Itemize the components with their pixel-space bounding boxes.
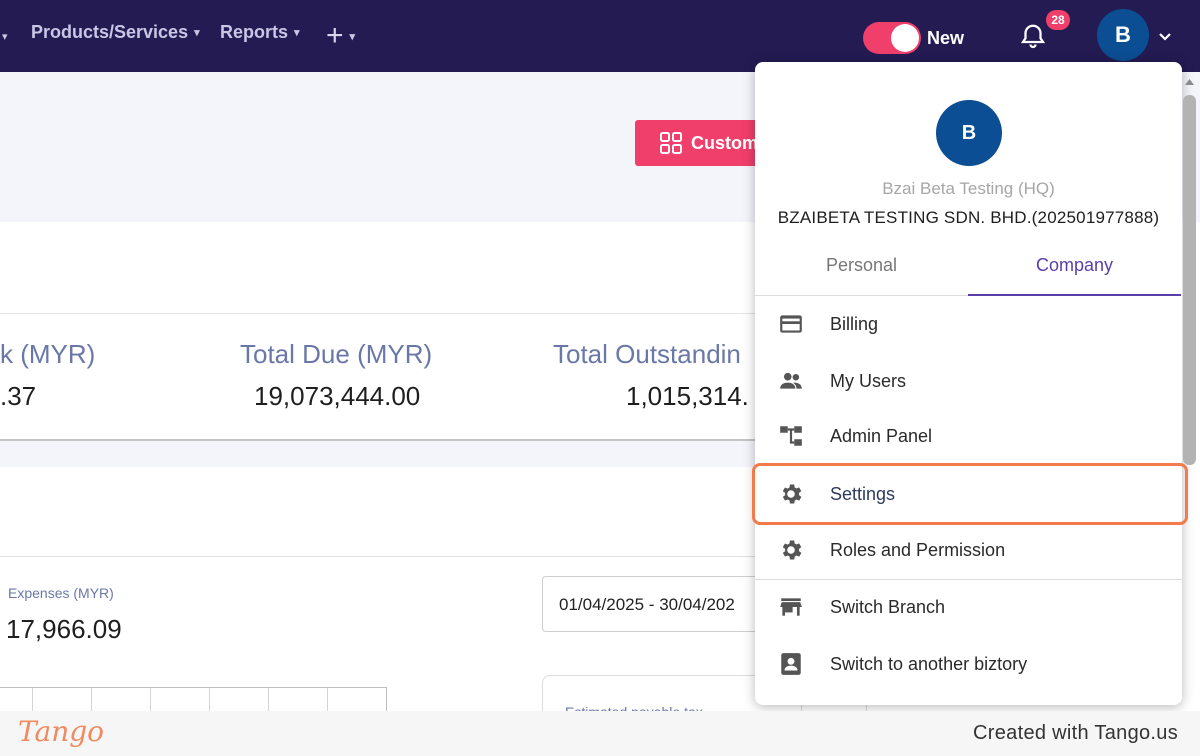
menu-item-my-users[interactable]: My Users bbox=[755, 353, 1182, 409]
bell-icon[interactable] bbox=[1018, 22, 1048, 52]
hierarchy-icon bbox=[780, 426, 802, 446]
top-navigation-bar: ▾ Products/Services ▾ Reports ▾ + ▾ New … bbox=[0, 0, 1200, 72]
account-dropdown-menu: B Bzai Beta Testing (HQ) BZAIBETA TESTIN… bbox=[755, 62, 1182, 705]
stat-label: Total Due (MYR) bbox=[240, 339, 433, 369]
expenses-label: Expenses (MYR) bbox=[8, 585, 114, 601]
toggle-knob bbox=[891, 24, 919, 52]
menu-item-label: Billing bbox=[830, 313, 879, 334]
menu-item-label: Roles and Permission bbox=[830, 539, 1006, 560]
tab-company[interactable]: Company bbox=[968, 242, 1181, 296]
stat-value: .37 bbox=[0, 381, 37, 411]
plus-icon: + bbox=[326, 19, 344, 52]
chevron-down-icon: ▾ bbox=[294, 27, 300, 39]
user-avatar-button[interactable]: B bbox=[1097, 9, 1149, 61]
menu-divider bbox=[755, 579, 1182, 580]
calendar-grid bbox=[0, 687, 387, 712]
menu-item-label: My Users bbox=[830, 370, 906, 391]
new-ui-toggle[interactable] bbox=[863, 22, 921, 54]
menu-item-settings[interactable]: Settings bbox=[755, 466, 1182, 522]
grid-divider bbox=[327, 688, 328, 712]
menu-item-label: Admin Panel bbox=[830, 425, 933, 446]
toggle-label: New bbox=[927, 28, 965, 48]
menu-item-label: Switch Branch bbox=[830, 596, 946, 617]
stat-value: 19,073,444.00 bbox=[254, 381, 421, 411]
stats-card: k (MYR) .37 Total Due (MYR) 19,073,444.0… bbox=[0, 313, 780, 441]
chevron-down-icon: ▾ bbox=[194, 27, 200, 39]
stat-value: 1,015,314. bbox=[626, 381, 749, 411]
chevron-down-icon[interactable] bbox=[1157, 28, 1173, 44]
contact-icon bbox=[781, 653, 801, 675]
menu-item-roles-permission[interactable]: Roles and Permission bbox=[755, 522, 1182, 578]
stat-label: Total Outstandin bbox=[553, 339, 741, 369]
stat-label: k (MYR) bbox=[0, 339, 96, 369]
nav-reports[interactable]: Reports ▾ bbox=[220, 22, 300, 43]
gear-icon bbox=[782, 540, 802, 560]
grid-divider bbox=[32, 688, 33, 712]
grid-divider bbox=[150, 688, 151, 712]
users-icon bbox=[780, 372, 802, 389]
date-range-input[interactable]: 01/04/2025 - 30/04/202 bbox=[542, 576, 782, 632]
menu-item-admin-panel[interactable]: Admin Panel bbox=[755, 408, 1182, 464]
tango-logo: Tango bbox=[18, 715, 105, 748]
tango-footer: Tango Created with Tango.us bbox=[0, 711, 1200, 756]
chevron-down-icon[interactable]: ▾ bbox=[2, 31, 8, 43]
menu-item-switch-biztory[interactable]: Switch to another biztory bbox=[755, 636, 1182, 692]
user-name: Bzai Beta Testing (HQ) bbox=[882, 179, 1055, 198]
notification-badge: 28 bbox=[1046, 10, 1070, 30]
grid-divider bbox=[209, 688, 210, 712]
menu-item-billing[interactable]: Billing bbox=[755, 296, 1182, 352]
tab-personal[interactable]: Personal bbox=[755, 242, 968, 296]
company-name: BZAIBETA TESTING SDN. BHD.(202501977888) bbox=[777, 208, 1160, 227]
nav-products-services[interactable]: Products/Services ▾ bbox=[31, 22, 200, 43]
dropdown-avatar: B bbox=[936, 100, 1002, 166]
menu-item-label: Settings bbox=[830, 483, 896, 504]
credit-card-icon bbox=[780, 315, 802, 333]
customize-button-label: Custom bbox=[691, 132, 758, 153]
gear-icon bbox=[782, 484, 802, 504]
grid-icon bbox=[660, 132, 682, 154]
divider bbox=[0, 556, 780, 557]
nav-products-services-label: Products/Services bbox=[31, 22, 189, 42]
add-new-menu[interactable]: + ▾ bbox=[326, 19, 356, 52]
expenses-value: 17,966.09 bbox=[6, 614, 122, 644]
scrollbar[interactable] bbox=[1183, 75, 1196, 465]
section-gap bbox=[0, 441, 780, 467]
scrollbar-thumb[interactable] bbox=[1183, 95, 1196, 465]
menu-item-label: Switch to another biztory bbox=[830, 653, 1028, 674]
tango-credit: Created with Tango.us bbox=[973, 722, 1178, 744]
chevron-down-icon: ▾ bbox=[349, 30, 356, 43]
store-icon bbox=[780, 598, 802, 616]
menu-item-switch-branch[interactable]: Switch Branch bbox=[755, 579, 1182, 635]
scroll-up-icon[interactable] bbox=[1183, 75, 1196, 89]
grid-divider bbox=[91, 688, 92, 712]
grid-divider bbox=[268, 688, 269, 712]
nav-reports-label: Reports bbox=[220, 22, 289, 42]
